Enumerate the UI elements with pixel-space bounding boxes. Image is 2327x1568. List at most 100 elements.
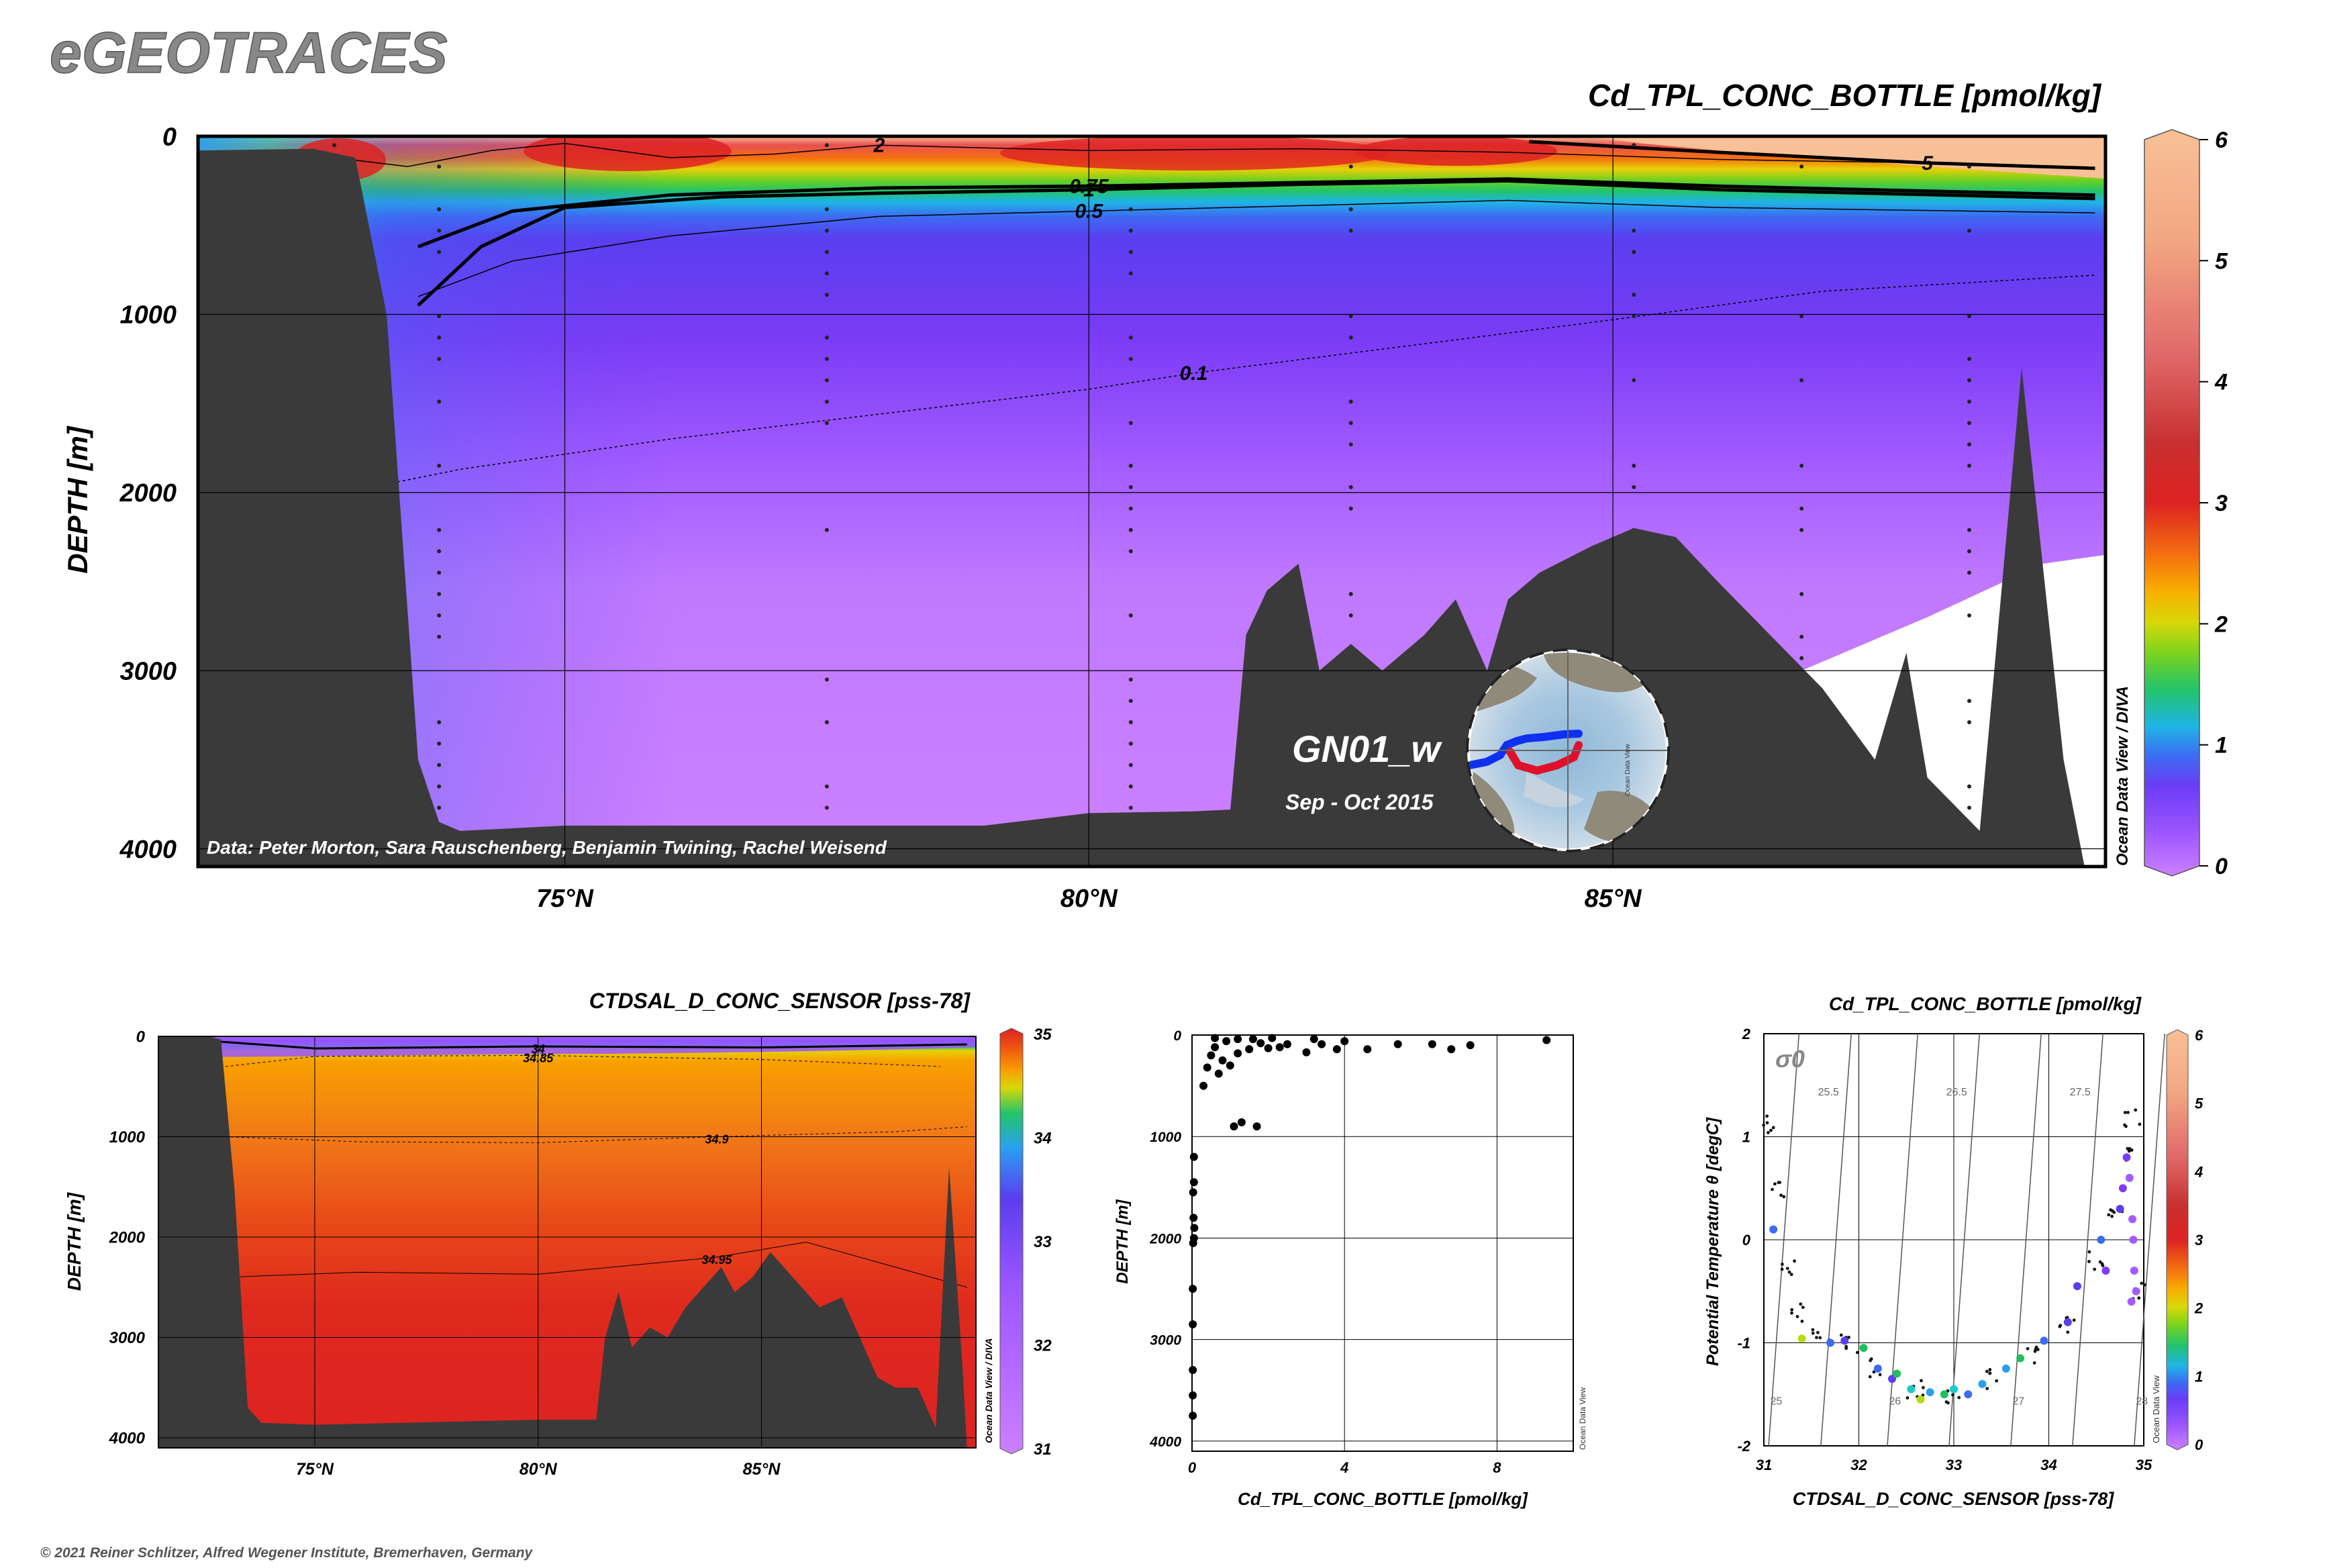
- colored-point: [1926, 1388, 1934, 1396]
- cd-colorbar-ticks: 0 1 2 3 4 5 6: [2199, 128, 2228, 879]
- x-tick-label: 75°N: [296, 1460, 334, 1479]
- contour-label: 0.5: [1075, 200, 1103, 222]
- background-point: [2126, 1147, 2129, 1150]
- scatter-point: [1189, 1214, 1197, 1222]
- cd-profile-frame: [1192, 1035, 1573, 1451]
- y-tick-label: 1: [1742, 1129, 1750, 1146]
- sample-dot: [1967, 464, 1971, 468]
- cd-colorbar-bar: [2144, 130, 2199, 876]
- scatter-point: [1542, 1036, 1550, 1044]
- sample-dot: [1129, 720, 1133, 724]
- colored-point: [1978, 1380, 1986, 1388]
- background-point: [1801, 1306, 1805, 1309]
- sample-dot: [437, 635, 441, 639]
- scatter-point: [1268, 1034, 1276, 1042]
- cd-colorbar-caption: Ocean Data View / DIVA: [2114, 686, 2132, 866]
- x-tick-label: 0: [1188, 1459, 1197, 1476]
- sample-dot: [1129, 763, 1133, 767]
- colorbar-tick-label: 33: [1034, 1233, 1052, 1251]
- background-point: [2109, 1208, 2112, 1212]
- colorbar-tick-label: 32: [1034, 1337, 1052, 1355]
- cd-section-ylabel: DEPTH [m]: [62, 425, 93, 573]
- sample-dot: [1349, 336, 1353, 340]
- salinity-colorbar-caption: Ocean Data View / DIVA: [983, 1338, 994, 1443]
- scatter-point: [1363, 1045, 1371, 1053]
- background-point: [1920, 1379, 1923, 1382]
- background-point: [1951, 1393, 1954, 1397]
- y-tick-label: 3000: [109, 1329, 146, 1347]
- background-point: [1786, 1267, 1789, 1270]
- background-point: [2066, 1330, 2069, 1334]
- sample-dot: [1967, 805, 1971, 810]
- colored-point: [2116, 1205, 2124, 1213]
- colored-point: [1840, 1336, 1848, 1344]
- colored-point: [2073, 1282, 2081, 1290]
- background-point: [1989, 1371, 1992, 1375]
- sample-dot: [1129, 229, 1133, 233]
- background-point: [1799, 1302, 1802, 1306]
- background-point: [1869, 1359, 1872, 1363]
- colorbar-tick-label: 4: [2214, 370, 2228, 395]
- sample-dot: [825, 293, 829, 297]
- background-point: [1957, 1396, 1961, 1400]
- salinity-section-yaxis: 01000200030004000: [109, 1028, 146, 1447]
- colorbar-tick-label: 31: [1034, 1440, 1052, 1459]
- x-tick-label: 31: [1756, 1457, 1772, 1473]
- sample-dot: [1129, 528, 1133, 532]
- x-tick-label: 80°N: [519, 1460, 558, 1479]
- background-point: [2033, 1361, 2036, 1365]
- sample-dot: [1349, 614, 1353, 618]
- ts-diagram-xaxis: 31 32 33 34 35: [1756, 1457, 2152, 1473]
- cd-section-title: Cd_TPL_CONC_BOTTLE [pmol/kg]: [1588, 78, 2102, 113]
- cruise-label: GN01_w: [1292, 728, 1442, 770]
- sample-dot: [1129, 250, 1133, 254]
- sample-dot: [1349, 485, 1353, 489]
- sample-dot: [1967, 528, 1971, 532]
- scatter-point: [1234, 1049, 1242, 1057]
- colored-point: [2123, 1153, 2131, 1161]
- sample-dot: [437, 549, 441, 553]
- sample-dot: [825, 785, 829, 789]
- cd-section-yaxis: 01000200030004000: [119, 123, 177, 863]
- background-point: [1818, 1336, 1822, 1340]
- salinity-section-title: CTDSAL_D_CONC_SENSOR [pss-78]: [589, 989, 971, 1013]
- scatter-point: [1340, 1037, 1348, 1045]
- background-point: [2112, 1211, 2116, 1214]
- sample-dot: [1129, 742, 1133, 746]
- sample-dot: [332, 143, 336, 147]
- sample-dot: [437, 207, 441, 211]
- background-point: [1781, 1268, 1784, 1271]
- background-point: [2134, 1108, 2137, 1112]
- sample-dot: [825, 720, 829, 724]
- colored-point: [2132, 1287, 2140, 1295]
- colored-point: [1769, 1226, 1777, 1234]
- cd-section-xaxis: 75°N 80°N 85°N: [536, 885, 1642, 913]
- sample-dot: [1129, 549, 1133, 553]
- sample-dot: [1967, 699, 1971, 703]
- background-point: [2126, 1111, 2130, 1114]
- background-point: [1869, 1375, 1872, 1379]
- sample-dot: [1129, 677, 1133, 681]
- sample-dot: [1349, 164, 1353, 168]
- colorbar-tick-label: 34: [1034, 1130, 1052, 1148]
- sample-dot: [1349, 442, 1353, 446]
- scatter-point: [1318, 1040, 1326, 1048]
- x-tick-label: 4: [1340, 1459, 1348, 1476]
- sample-dot: [1967, 229, 1971, 233]
- colored-point: [2128, 1297, 2136, 1306]
- sample-dot: [437, 164, 441, 168]
- background-point: [1815, 1336, 1818, 1339]
- sample-dot: [825, 528, 829, 532]
- colored-point: [2101, 1267, 2110, 1275]
- sample-dot: [1129, 464, 1133, 468]
- y-tick-label: 0: [1173, 1028, 1181, 1044]
- scatter-point: [1234, 1035, 1242, 1043]
- background-point: [2110, 1215, 2114, 1218]
- colored-point: [2119, 1184, 2127, 1192]
- y-tick-label: 0: [136, 1028, 146, 1046]
- contour-label: 34.9: [705, 1133, 728, 1146]
- x-tick-label: 85°N: [743, 1460, 781, 1479]
- sample-dot: [1349, 399, 1353, 403]
- scatter-point: [1276, 1043, 1284, 1051]
- x-tick-label: 33: [1946, 1457, 1962, 1473]
